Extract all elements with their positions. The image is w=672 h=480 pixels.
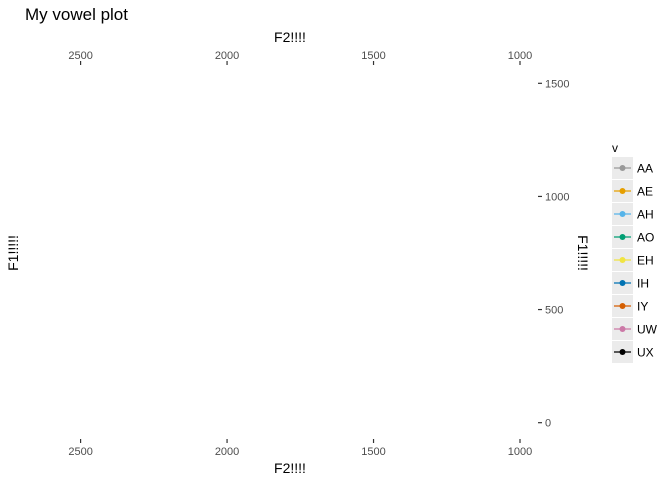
y-tick-label-right: 1000: [545, 191, 569, 203]
legend-label: UW: [637, 323, 658, 337]
x-axis-title-bottom: F2!!!!: [274, 460, 306, 476]
legend-label: IH: [637, 277, 649, 291]
y-axis-right: 1500 1000 500 0: [538, 78, 569, 430]
legend-item-aa: AA: [612, 157, 653, 179]
legend-title: v: [612, 141, 618, 155]
x-axis-bottom: 2500 2000 1500 1000: [68, 439, 532, 458]
x-tick-label-bottom: 1500: [361, 446, 385, 458]
legend-key-point: [619, 188, 626, 194]
x-tick-label-bottom: 2500: [68, 446, 92, 458]
y-tick-label-right: 0: [545, 418, 551, 430]
y-axis-title-right: F1!!!!!: [575, 235, 591, 271]
legend-label: AO: [637, 231, 654, 245]
legend-item-ih: IH: [612, 272, 649, 294]
legend-key-point: [619, 165, 626, 171]
chart-title: My vowel plot: [25, 5, 128, 24]
legend-item-iy: IY: [612, 295, 648, 317]
x-tick-label-bottom: 1000: [508, 446, 532, 458]
legend-key-point: [619, 303, 626, 309]
legend-key-point: [619, 211, 626, 217]
legend-key-point: [619, 257, 626, 263]
legend-item-eh: EH: [612, 249, 654, 271]
x-tick-label-top: 1500: [361, 50, 385, 62]
y-tick-label-right: 1500: [545, 78, 569, 90]
x-axis-top: 2500 2000 1500 1000: [68, 50, 532, 65]
legend-label: EH: [637, 254, 654, 268]
legend-item-ux: UX: [612, 341, 654, 363]
legend-label: AE: [637, 185, 653, 199]
legend-item-ae: AE: [612, 180, 653, 202]
legend-label: IY: [637, 300, 648, 314]
x-tick-label-bottom: 2000: [215, 446, 239, 458]
legend-label: UX: [637, 346, 654, 360]
y-tick-label-right: 500: [545, 305, 563, 317]
legend: AA AE AH AO EH IH IY UW UX: [612, 157, 658, 363]
y-axis-title-left: F1!!!!!: [5, 235, 21, 271]
legend-label: AA: [637, 162, 653, 176]
x-tick-label-top: 2500: [68, 50, 92, 62]
legend-key-point: [619, 234, 626, 240]
legend-key-point: [619, 326, 626, 332]
x-axis-title-top: F2!!!!: [274, 29, 306, 45]
legend-label: AH: [637, 208, 654, 222]
legend-item-uw: UW: [612, 318, 658, 340]
legend-item-ao: AO: [612, 226, 654, 248]
legend-key-point: [619, 349, 626, 355]
x-tick-label-top: 2000: [215, 50, 239, 62]
legend-key-point: [619, 280, 626, 286]
legend-item-ah: AH: [612, 203, 654, 225]
x-tick-label-top: 1000: [508, 50, 532, 62]
